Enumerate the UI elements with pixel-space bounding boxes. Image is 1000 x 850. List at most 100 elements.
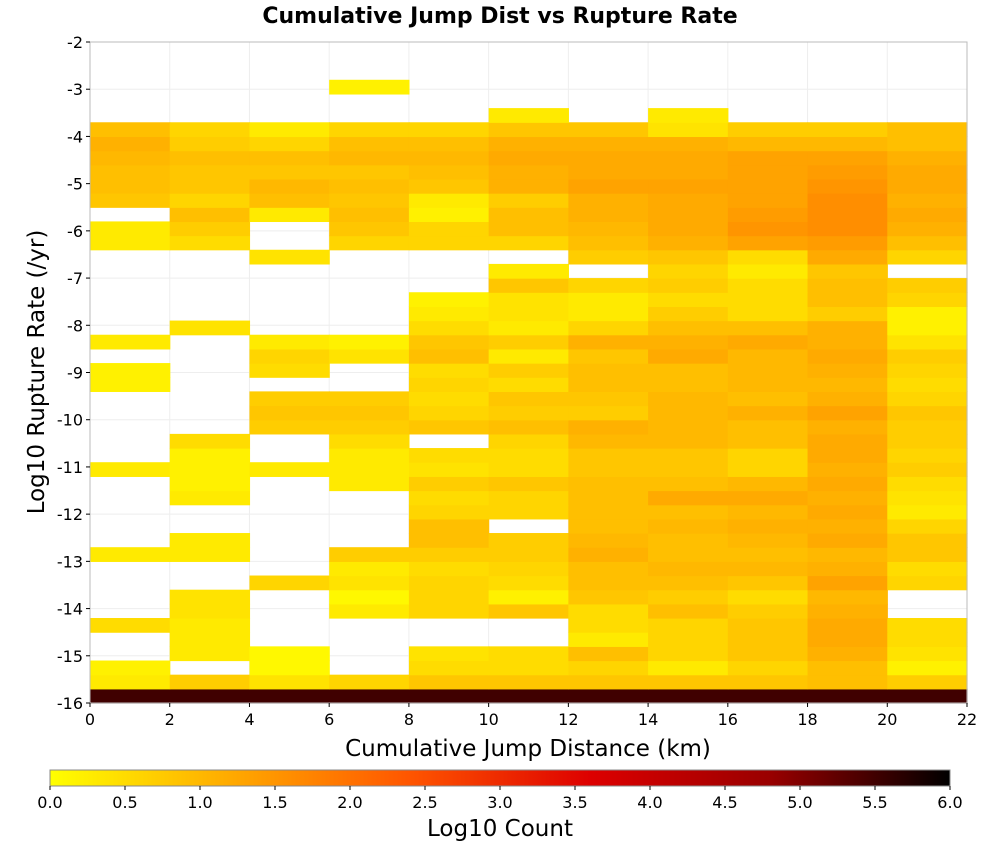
heatmap-cell: [807, 561, 888, 577]
heatmap-cell: [727, 518, 809, 534]
heatmap-cell: [648, 433, 729, 449]
heatmap-cell: [568, 207, 649, 223]
heatmap-cell: [807, 448, 888, 463]
heatmap-cell: [807, 533, 888, 548]
heatmap-cell: [887, 476, 968, 492]
colorbar-tick-label: 2.0: [337, 793, 362, 812]
heatmap-cell: [329, 575, 410, 591]
heatmap-cell: [329, 419, 410, 435]
heatmap-cell: [887, 207, 968, 223]
heatmap-cell: [568, 490, 649, 506]
heatmap-cell: [488, 136, 569, 152]
x-axis-label: Cumulative Jump Distance (km): [345, 736, 711, 762]
heatmap-cell: [807, 363, 888, 378]
colorbar-ticks: 0.0 0.5 1.0 1.5 2.0 2.5 3.0 3.5 4.0 4.5 5.0 5.5 6.0: [37, 786, 963, 812]
heatmap-cell: [169, 448, 251, 463]
heatmap-cell: [887, 334, 968, 350]
heatmap-cell: [249, 249, 330, 265]
heatmap-cell: [90, 150, 171, 166]
heatmap-cell: [727, 122, 809, 138]
heatmap-cell: [648, 136, 729, 152]
heatmap-cell: [727, 263, 809, 279]
heatmap-cell: [727, 533, 809, 548]
x-axis-ticks: 0 2 4 6 8 10 12 14 16 18 20 22: [85, 703, 977, 729]
heatmap-cell: [169, 178, 251, 194]
x-tick-label: 22: [957, 710, 977, 729]
heatmap-cell: [887, 674, 968, 690]
heatmap-cell: [488, 433, 569, 449]
heatmap-cell: [329, 688, 410, 704]
heatmap-cell: [727, 320, 809, 336]
colorbar-tick-label: 2.5: [412, 793, 437, 812]
heatmap-cell: [408, 122, 490, 138]
heatmap-cell: [169, 603, 251, 619]
heatmap-cell: [727, 618, 809, 633]
heatmap-cell: [648, 533, 729, 548]
heatmap-cell: [488, 108, 569, 123]
x-tick-label: 6: [324, 710, 334, 729]
heatmap-cell: [249, 646, 330, 662]
heatmap-cell: [807, 235, 888, 251]
x-tick-label: 10: [478, 710, 498, 729]
heatmap-cell: [568, 518, 649, 534]
heatmap-cell: [488, 164, 569, 180]
heatmap-cell: [568, 334, 649, 350]
heatmap-cell: [488, 533, 569, 548]
y-tick-label: -5: [67, 175, 83, 194]
heatmap-cell: [488, 320, 569, 336]
heatmap-cell: [887, 164, 968, 180]
heatmap-cell: [329, 603, 410, 619]
heatmap-cell: [807, 646, 888, 662]
heatmap-cell: [329, 178, 410, 194]
heatmap-cell: [568, 603, 649, 619]
heatmap-cell: [807, 490, 888, 506]
heatmap-cell: [408, 547, 490, 562]
heatmap-cell: [249, 150, 330, 166]
heatmap-cell: [249, 363, 330, 378]
heatmap-cell: [727, 235, 809, 251]
heatmap-cell: [169, 207, 251, 223]
heatmap-cell: [727, 193, 809, 208]
heatmap-cell: [807, 618, 888, 633]
heatmap-cell: [90, 688, 171, 704]
colorbar-tick-label: 4.0: [637, 793, 662, 812]
heatmap-cell: [408, 561, 490, 577]
heatmap-cell: [488, 263, 569, 279]
heatmap-cell: [807, 632, 888, 647]
x-tick-label: 0: [85, 710, 95, 729]
heatmap-cell: [568, 164, 649, 180]
heatmap-cell: [169, 221, 251, 237]
heatmap-cell: [90, 235, 171, 251]
heatmap-cell: [329, 221, 410, 237]
y-tick-label: -3: [67, 80, 83, 99]
heatmap-cell: [568, 462, 649, 477]
heatmap-cell: [568, 292, 649, 307]
heatmap-cell: [249, 136, 330, 152]
y-axis-ticks: -2 -3 -4 -5 -6 -7 -8 -9 -10 -11 -12 -13 -14 -15 -16: [57, 33, 90, 713]
heatmap-cell: [408, 164, 490, 180]
heatmap-cell: [648, 178, 729, 194]
heatmap-cell: [329, 164, 410, 180]
x-tick-label: 16: [718, 710, 738, 729]
heatmap-cell: [568, 363, 649, 378]
colorbar-tick-label: 4.5: [712, 793, 737, 812]
heatmap-cell: [169, 433, 251, 449]
heatmap-cell: [408, 221, 490, 237]
colorbar-tick-label: 1.0: [187, 793, 212, 812]
heatmap-cell: [727, 646, 809, 662]
heatmap-cell: [169, 618, 251, 633]
heatmap-cell: [329, 79, 410, 95]
heatmap-cell: [408, 419, 490, 435]
heatmap-cell: [408, 688, 490, 704]
heatmap-cell: [488, 363, 569, 378]
heatmap-cell: [648, 419, 729, 435]
heatmap-cell: [568, 561, 649, 577]
heatmap-cell: [568, 589, 649, 605]
heatmap-cell: [408, 235, 490, 251]
colorbar-tick-label: 6.0: [937, 793, 962, 812]
heatmap-cell: [568, 646, 649, 662]
heatmap-cell: [329, 193, 410, 208]
heatmap-cell: [329, 207, 410, 223]
heatmap-cell: [249, 660, 330, 676]
heatmap-cell: [887, 547, 968, 562]
